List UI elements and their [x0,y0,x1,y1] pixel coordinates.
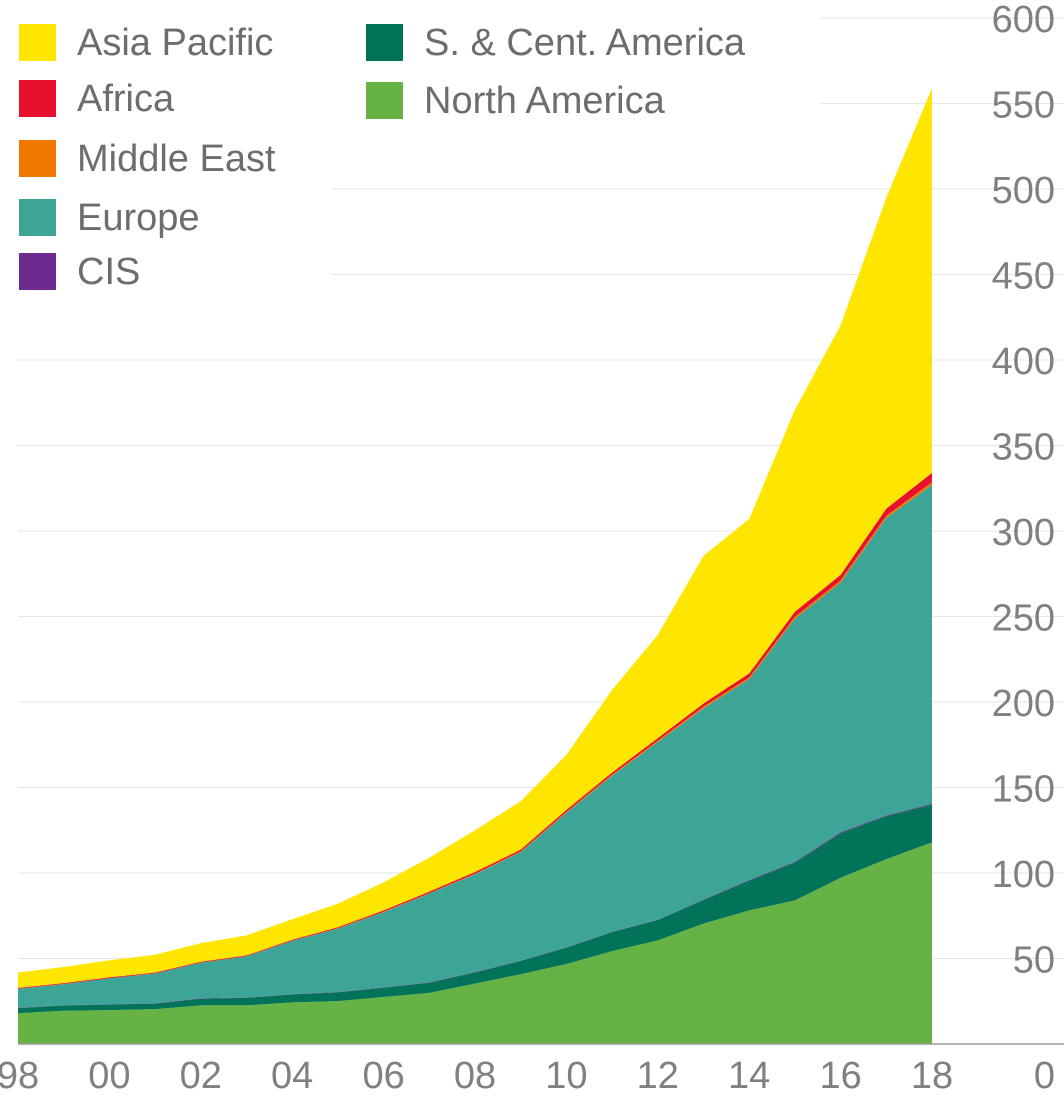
legend-label: Asia Pacific [77,22,274,64]
x-tick-label: 00 [88,1055,130,1097]
y-tick-label: 400 [992,341,1055,383]
legend-swatch [19,80,56,117]
x-tick-label: 08 [454,1055,496,1097]
legend-swatch [19,199,56,236]
legend-swatch [366,82,403,119]
legend-swatch [366,24,403,61]
legend-swatch [19,24,56,61]
series-area-asia-pacific [18,88,932,988]
x-tick-label: 18 [911,1055,953,1097]
y-tick-label: 50 [1013,940,1055,982]
legend-label: CIS [77,251,141,293]
x-tick-label: 12 [637,1055,679,1097]
x-tick-label: 04 [271,1055,313,1097]
legend-label: Africa [77,78,175,120]
legend-label: Europe [77,197,200,239]
x-tick-label: 06 [362,1055,404,1097]
legend-swatch [19,253,56,290]
series-area-s-cent-america [18,804,932,1014]
y-tick-label: 350 [992,427,1055,469]
y-tick-label: 550 [992,85,1055,127]
y-tick-label: 100 [992,854,1055,896]
x-tick-label: 16 [819,1055,861,1097]
y-tick-label: 300 [992,512,1055,554]
x-tick-label: 14 [728,1055,770,1097]
y-tick-label: 450 [992,256,1055,298]
legend-label: North America [424,80,665,122]
legend-label: S. & Cent. America [424,22,746,64]
legend-swatch [19,140,56,177]
series-area-north-america [18,842,932,1044]
y-tick-label: 200 [992,683,1055,725]
y-tick-label: 600 [992,0,1055,41]
series-area-europe [18,484,932,1008]
legend-label: Middle East [77,138,276,180]
x-tick-label: 02 [180,1055,222,1097]
y-tick-label: 150 [992,769,1055,811]
y-tick-label: 0 [1034,1055,1055,1097]
y-tick-label: 250 [992,598,1055,640]
y-tick-label: 500 [992,170,1055,212]
plot-areas [18,88,932,1044]
x-tick-label: 98 [0,1055,39,1097]
y-axis-ticks: 0 50 100 150 200 250 300 350 400 450 500 550 600 [992,0,1055,1097]
x-tick-label: 10 [545,1055,587,1097]
x-axis-ticks: 98 00 02 04 06 08 10 12 14 16 18 [0,1055,953,1097]
